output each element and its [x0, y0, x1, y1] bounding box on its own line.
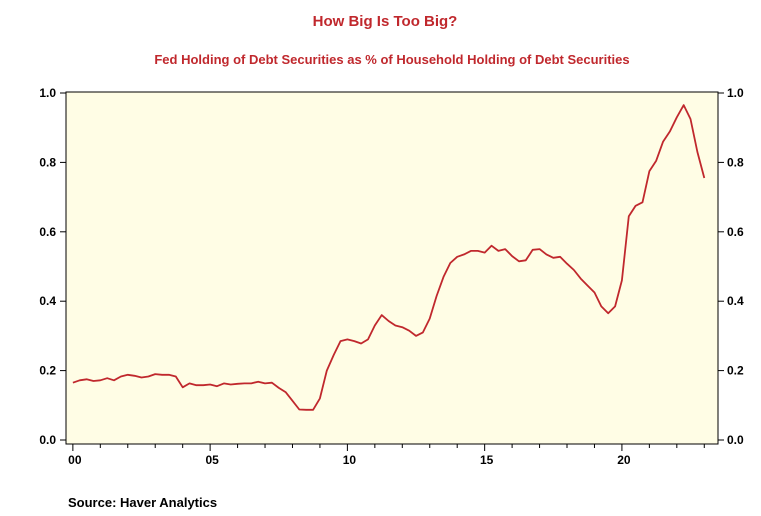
- x-tick-label-1: 05: [205, 453, 219, 467]
- y-tick-label-left-4: 0.8: [39, 155, 56, 169]
- series-line: [72, 104, 706, 411]
- y-tick-label-left-0: 0.0: [39, 433, 56, 447]
- plot-area: [65, 91, 719, 445]
- y-tick-label-right-3: 0.6: [727, 225, 744, 239]
- x-axis: 00 05 10 15 20: [68, 444, 705, 467]
- y-tick-label-left-1: 0.2: [39, 364, 56, 378]
- y-tick-label-left-2: 0.4: [39, 294, 56, 308]
- y-tick-label-right-4: 0.8: [727, 155, 744, 169]
- y-tick-label-right-0: 0.0: [727, 433, 744, 447]
- y-axis-left: 0.0 0.2 0.4 0.6 0.8 1.0: [39, 86, 66, 447]
- chart-subtitle: Fed Holding of Debt Securities as % of H…: [154, 52, 629, 67]
- x-tick-label-0: 00: [68, 453, 82, 467]
- y-tick-label-right-1: 0.2: [727, 364, 744, 378]
- x-tick-label-4: 20: [617, 453, 631, 467]
- x-tick-label-3: 15: [480, 453, 494, 467]
- chart-title: How Big Is Too Big?: [313, 13, 458, 30]
- source-note: Source: Haver Analytics: [68, 495, 217, 510]
- y-tick-label-right-5: 1.0: [727, 86, 744, 100]
- y-tick-label-left-5: 1.0: [39, 86, 56, 100]
- y-tick-label-left-3: 0.6: [39, 225, 56, 239]
- y-axis-right: 0.0 0.2 0.4 0.6 0.8 1.0: [718, 86, 744, 447]
- y-tick-label-right-2: 0.4: [727, 294, 744, 308]
- x-tick-label-2: 10: [343, 453, 357, 467]
